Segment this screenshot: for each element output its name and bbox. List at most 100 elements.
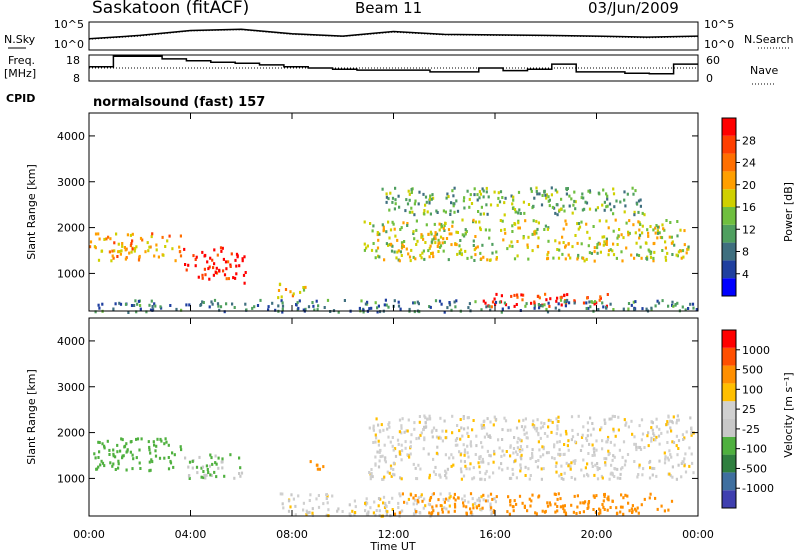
- velocity-cell: [638, 463, 641, 467]
- power-cell: [312, 304, 315, 308]
- velocity-cell: [475, 506, 479, 510]
- velocity-cell: [308, 510, 311, 514]
- power-cell: [440, 302, 443, 306]
- velocity-cell: [681, 460, 684, 464]
- velocity-cell: [282, 506, 285, 510]
- power-cell: [474, 220, 477, 224]
- velocity-cell: [429, 496, 433, 499]
- power-cell: [646, 228, 649, 232]
- velocity-cell: [590, 461, 594, 465]
- power-cell: [634, 300, 637, 304]
- power-cell: [105, 237, 108, 241]
- power-cell: [206, 260, 209, 264]
- power-colorbar-label: Power [dB]: [782, 182, 795, 242]
- power-cell: [442, 209, 445, 213]
- velocity-cell: [522, 428, 525, 432]
- power-cell: [157, 255, 160, 259]
- velocity-cell: [540, 477, 543, 481]
- power-cell: [391, 196, 395, 200]
- velocity-cell: [557, 415, 560, 419]
- velocity-cell: [647, 444, 650, 448]
- velocity-colorbar-frame: [721, 329, 737, 509]
- velocity-cell: [172, 465, 175, 469]
- velocity-cell: [401, 492, 404, 496]
- velocity-cell: [464, 464, 467, 468]
- power-cell: [408, 192, 411, 196]
- power-cell: [593, 302, 596, 306]
- power-cell: [376, 306, 379, 310]
- power-cell: [488, 228, 491, 232]
- velocity-cell: [506, 428, 509, 432]
- power-cell: [323, 306, 326, 309]
- power-cell: [135, 310, 138, 314]
- velocity-cell: [365, 497, 368, 501]
- power-cell: [185, 303, 188, 307]
- power-cell: [571, 245, 574, 249]
- power-cell: [393, 207, 396, 211]
- power-cell: [488, 236, 491, 240]
- velocity-cell: [377, 497, 381, 500]
- velocity-cell: [462, 417, 465, 420]
- power-cell: [117, 242, 120, 246]
- velocity-cell: [136, 437, 140, 441]
- velocity-cell: [519, 455, 522, 459]
- power-cell: [129, 244, 132, 248]
- power-cell: [516, 254, 519, 258]
- power-cell: [625, 221, 628, 225]
- power-cell: [580, 196, 583, 200]
- velocity-cell: [397, 501, 400, 505]
- power-colorbar-tick-label: 4: [742, 268, 749, 281]
- velocity-cell: [463, 453, 466, 457]
- velocity-cell: [677, 447, 680, 450]
- velocity-cell: [217, 456, 220, 460]
- velocity-cell: [418, 415, 421, 418]
- velocity-cell: [472, 466, 475, 470]
- velocity-cell: [407, 497, 410, 501]
- nave-tick-high: 60: [706, 54, 720, 67]
- velocity-cell: [675, 477, 678, 481]
- power-cell: [589, 305, 592, 309]
- velocity-cell: [606, 508, 609, 512]
- velocity-cell: [604, 463, 607, 467]
- power-cell: [453, 186, 456, 190]
- velocity-cell: [317, 494, 320, 497]
- velocity-cell: [378, 450, 381, 454]
- power-cell: [649, 252, 652, 256]
- velocity-cell: [369, 477, 372, 481]
- power-cell: [449, 209, 452, 213]
- velocity-cell: [666, 430, 669, 434]
- power-cell: [573, 199, 576, 203]
- velocity-cell: [392, 468, 395, 471]
- power-cell: [216, 253, 219, 257]
- velocity-cell: [302, 501, 305, 505]
- velocity-cell: [383, 506, 387, 509]
- power-cell: [650, 306, 653, 310]
- power-cell: [464, 232, 467, 236]
- velocity-cell: [595, 439, 598, 443]
- velocity-cell: [636, 506, 639, 510]
- velocity-cell: [580, 436, 584, 439]
- power-cell: [223, 273, 227, 277]
- velocity-cell: [651, 428, 654, 432]
- velocity-cell: [670, 499, 674, 503]
- velocity-cell: [465, 467, 468, 471]
- power-cell: [135, 245, 138, 249]
- velocity-cell: [463, 450, 466, 454]
- power-cell: [493, 190, 496, 194]
- power-cell: [593, 246, 596, 250]
- velocity-cell: [546, 434, 549, 438]
- velocity-cell: [179, 445, 182, 449]
- velocity-cell: [606, 438, 609, 441]
- power-cell: [577, 222, 581, 225]
- power-cell: [585, 301, 588, 305]
- power-cell: [556, 190, 559, 194]
- power-cell: [416, 300, 419, 304]
- power-cell: [423, 209, 426, 212]
- velocity-cell: [414, 494, 417, 498]
- velocity-cell: [415, 477, 418, 480]
- velocity-cell: [641, 473, 644, 477]
- power-cell: [588, 251, 591, 255]
- power-cell: [689, 302, 692, 306]
- velocity-cell: [382, 428, 385, 432]
